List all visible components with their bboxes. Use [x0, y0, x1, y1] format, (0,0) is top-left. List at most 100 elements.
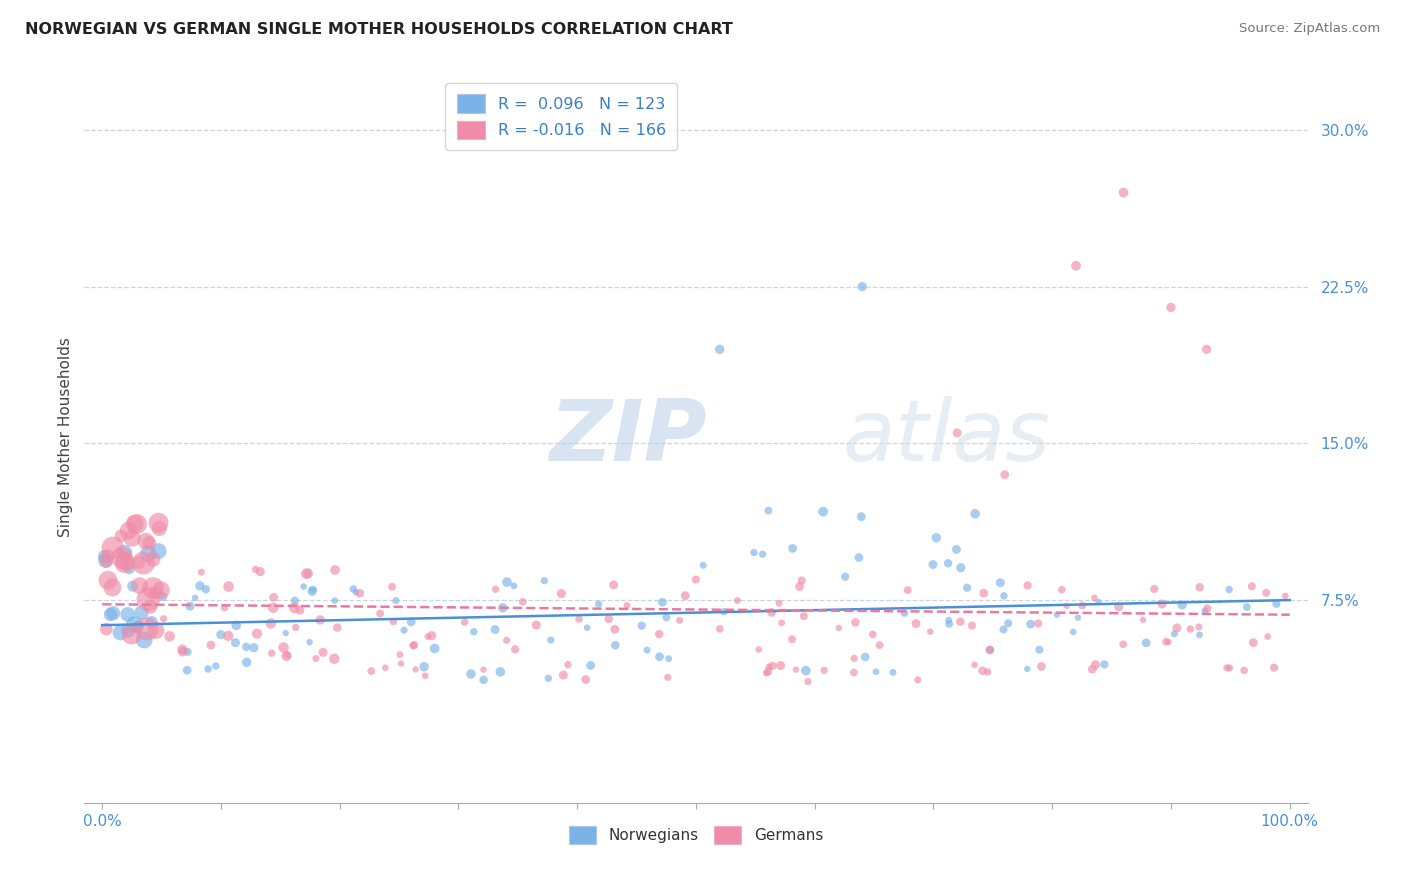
Point — [550, 586, 572, 600]
Point — [460, 667, 482, 681]
Point — [713, 605, 735, 619]
Point — [848, 550, 870, 565]
Point — [557, 657, 579, 672]
Point — [288, 603, 311, 617]
Point — [142, 552, 165, 566]
Point — [1026, 616, 1049, 631]
Point — [922, 558, 945, 572]
Point — [1083, 591, 1105, 605]
Point — [416, 630, 439, 644]
Point — [785, 663, 807, 677]
Point — [392, 623, 415, 637]
Point — [658, 651, 681, 665]
Point — [224, 635, 246, 649]
Text: NORWEGIAN VS GERMAN SINGLE MOTHER HOUSEHOLDS CORRELATION CHART: NORWEGIAN VS GERMAN SINGLE MOTHER HOUSEH… — [25, 22, 733, 37]
Point — [897, 583, 920, 598]
Point — [200, 638, 222, 652]
Point — [413, 669, 436, 683]
Y-axis label: Single Mother Households: Single Mother Households — [58, 337, 73, 537]
Point — [194, 582, 217, 597]
Point — [121, 579, 143, 593]
Point — [159, 629, 181, 643]
Point — [1274, 589, 1296, 603]
Point — [127, 620, 149, 634]
Point — [136, 547, 159, 561]
Point — [893, 606, 915, 620]
Point — [273, 640, 295, 655]
Point — [402, 639, 425, 653]
Text: atlas: atlas — [842, 395, 1050, 479]
Point — [793, 609, 815, 624]
Point — [110, 625, 132, 640]
Point — [1056, 599, 1078, 613]
Point — [205, 659, 228, 673]
Point — [1241, 635, 1264, 649]
Point — [976, 665, 998, 679]
Point — [118, 561, 141, 575]
Point — [907, 673, 929, 687]
Point — [853, 650, 876, 665]
Point — [603, 623, 626, 637]
Point — [124, 516, 146, 531]
Point — [1233, 664, 1256, 678]
Point — [1188, 628, 1211, 642]
Point — [973, 586, 995, 600]
Point — [938, 613, 960, 627]
Point — [994, 467, 1017, 482]
Point — [512, 595, 534, 609]
Point — [770, 615, 793, 630]
Point — [755, 666, 778, 681]
Point — [1154, 635, 1177, 649]
Point — [176, 645, 198, 659]
Point — [742, 545, 765, 559]
Point — [249, 565, 271, 579]
Point — [588, 597, 610, 611]
Point — [243, 640, 266, 655]
Point — [834, 570, 856, 584]
Point — [790, 574, 813, 588]
Point — [828, 621, 851, 635]
Point — [97, 549, 120, 564]
Point — [1132, 613, 1154, 627]
Point — [851, 279, 873, 293]
Point — [1160, 301, 1182, 315]
Point — [1067, 610, 1090, 624]
Point — [769, 658, 792, 673]
Point — [1188, 580, 1211, 594]
Point — [190, 565, 212, 579]
Point — [842, 665, 865, 680]
Point — [305, 651, 328, 665]
Point — [134, 632, 156, 647]
Point — [636, 643, 658, 657]
Point — [1135, 636, 1157, 650]
Point — [553, 668, 575, 682]
Point — [797, 674, 820, 689]
Point — [274, 626, 297, 640]
Point — [225, 618, 247, 632]
Point — [142, 581, 165, 595]
Point — [360, 664, 382, 678]
Point — [979, 642, 1001, 657]
Point — [112, 545, 135, 559]
Point — [630, 618, 652, 632]
Point — [484, 623, 506, 637]
Point — [405, 662, 427, 676]
Point — [128, 555, 150, 569]
Point — [349, 586, 371, 600]
Point — [1112, 637, 1135, 651]
Point — [283, 601, 305, 615]
Point — [1197, 601, 1219, 615]
Point — [1092, 657, 1115, 672]
Point — [768, 596, 790, 610]
Point — [993, 623, 1015, 637]
Point — [96, 554, 118, 568]
Point — [141, 615, 163, 629]
Point — [1019, 617, 1042, 632]
Point — [1218, 582, 1240, 597]
Point — [758, 503, 780, 517]
Point — [851, 509, 873, 524]
Point — [94, 553, 117, 567]
Point — [533, 574, 555, 588]
Point — [1216, 661, 1239, 675]
Point — [484, 582, 506, 597]
